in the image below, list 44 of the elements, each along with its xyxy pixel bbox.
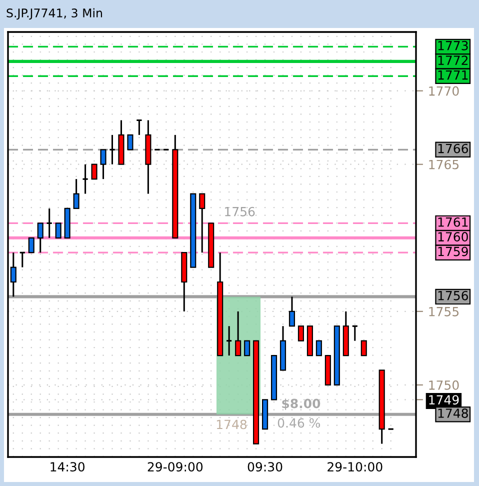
x-tick-label: 29-10:00 [328, 462, 382, 472]
candlestick [73, 178, 80, 210]
candlestick [109, 134, 116, 166]
candlestick [82, 164, 89, 195]
x-tick-label: 09:30 [248, 462, 282, 472]
candlestick [226, 325, 232, 356]
ref-line-label: 1773 [438, 40, 468, 50]
annotation: 0.46 % [278, 418, 320, 428]
y-tick-label: 1750 [429, 380, 459, 390]
x-tick-label: 14:30 [50, 462, 84, 472]
candlestick [100, 148, 106, 180]
ref-line-label: 1756 [438, 290, 468, 300]
ref-line-label: 1766 [438, 144, 468, 154]
ref-line-label: 1759 [438, 246, 468, 256]
y-tick-label: 1749 [429, 395, 459, 405]
annotation: 1748 [216, 420, 247, 430]
candlestick [19, 252, 26, 268]
candlestick [352, 325, 358, 342]
x-tick-label: 29-09:00 [148, 462, 203, 472]
candlestick [316, 340, 322, 356]
candlestick [55, 222, 62, 238]
ref-line-label: 1761 [438, 217, 468, 227]
candlestick [235, 310, 242, 356]
candlestick [360, 340, 367, 356]
y-tick-label: 1755 [429, 307, 459, 316]
candlestick [136, 119, 142, 136]
ref-line-label: 1760 [438, 232, 468, 242]
annotation: $8.00 [282, 398, 320, 410]
annotation: 1756 [225, 206, 255, 216]
candlestick [28, 237, 34, 254]
candlestick [288, 296, 296, 327]
ref-line-label: 1748 [438, 408, 468, 418]
ref-line-label: 1772 [438, 56, 468, 65]
candlestick [244, 340, 250, 356]
candlestick [127, 134, 134, 150]
candlestick [298, 326, 304, 342]
y-tick-label: 1765 [429, 160, 459, 170]
candlestick [37, 222, 44, 254]
y-tick-label: 1770 [429, 86, 459, 96]
candlestick [91, 164, 98, 180]
ref-line-label: 1771 [438, 70, 468, 80]
chart-title: S.JP.J7741, 3 Min [6, 8, 102, 20]
candlestick [199, 193, 206, 254]
candlestick [46, 208, 53, 239]
